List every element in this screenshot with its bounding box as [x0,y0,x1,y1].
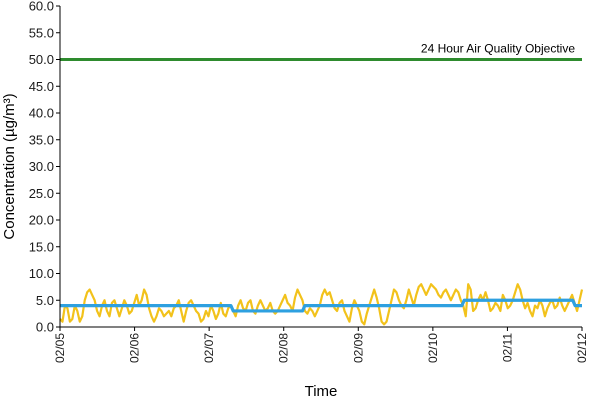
objective-annotation: 24 Hour Air Quality Objective [421,42,575,56]
y-axis-title: Concentration (µg/m³) [1,93,18,239]
x-tick-label: 02/08 [277,333,291,363]
y-tick-label: 15.0 [29,239,54,254]
y-tick-label: 20.0 [29,213,54,228]
y-tick-label: 0.0 [36,320,54,335]
y-tick-label: 50.0 [29,52,54,67]
y-tick-label: 60.0 [29,0,54,14]
y-tick-label: 55.0 [29,25,54,40]
x-tick-label: 02/09 [351,333,365,363]
x-tick-label: 02/05 [53,333,67,363]
y-tick-label: 35.0 [29,132,54,147]
x-tick-label: 02/12 [575,333,589,363]
y-tick-label: 40.0 [29,106,54,121]
x-tick-label: 02/11 [500,333,514,362]
y-tick-label: 10.0 [29,266,54,281]
x-axis-ticks: 02/05 02/06 02/07 02/08 02/09 02/10 02/11 02/12 [53,327,589,363]
y-tick-label: 5.0 [36,293,54,308]
y-tick-label: 30.0 [29,159,54,174]
series-lines [59,58,584,326]
x-tick-label: 02/07 [202,333,216,363]
series-line-2 [60,298,582,313]
series-line-1 [59,283,584,326]
y-tick-label: 25.0 [29,186,54,201]
x-tick-label: 02/10 [426,333,440,363]
y-tick-label: 45.0 [29,79,54,94]
x-axis-title: Time [305,383,338,400]
x-tick-label: 02/06 [128,333,142,363]
y-axis-ticks: 0.0 5.0 10.0 15.0 20.0 25.0 30.0 35.0 40.0 45.0 50… [29,0,60,335]
